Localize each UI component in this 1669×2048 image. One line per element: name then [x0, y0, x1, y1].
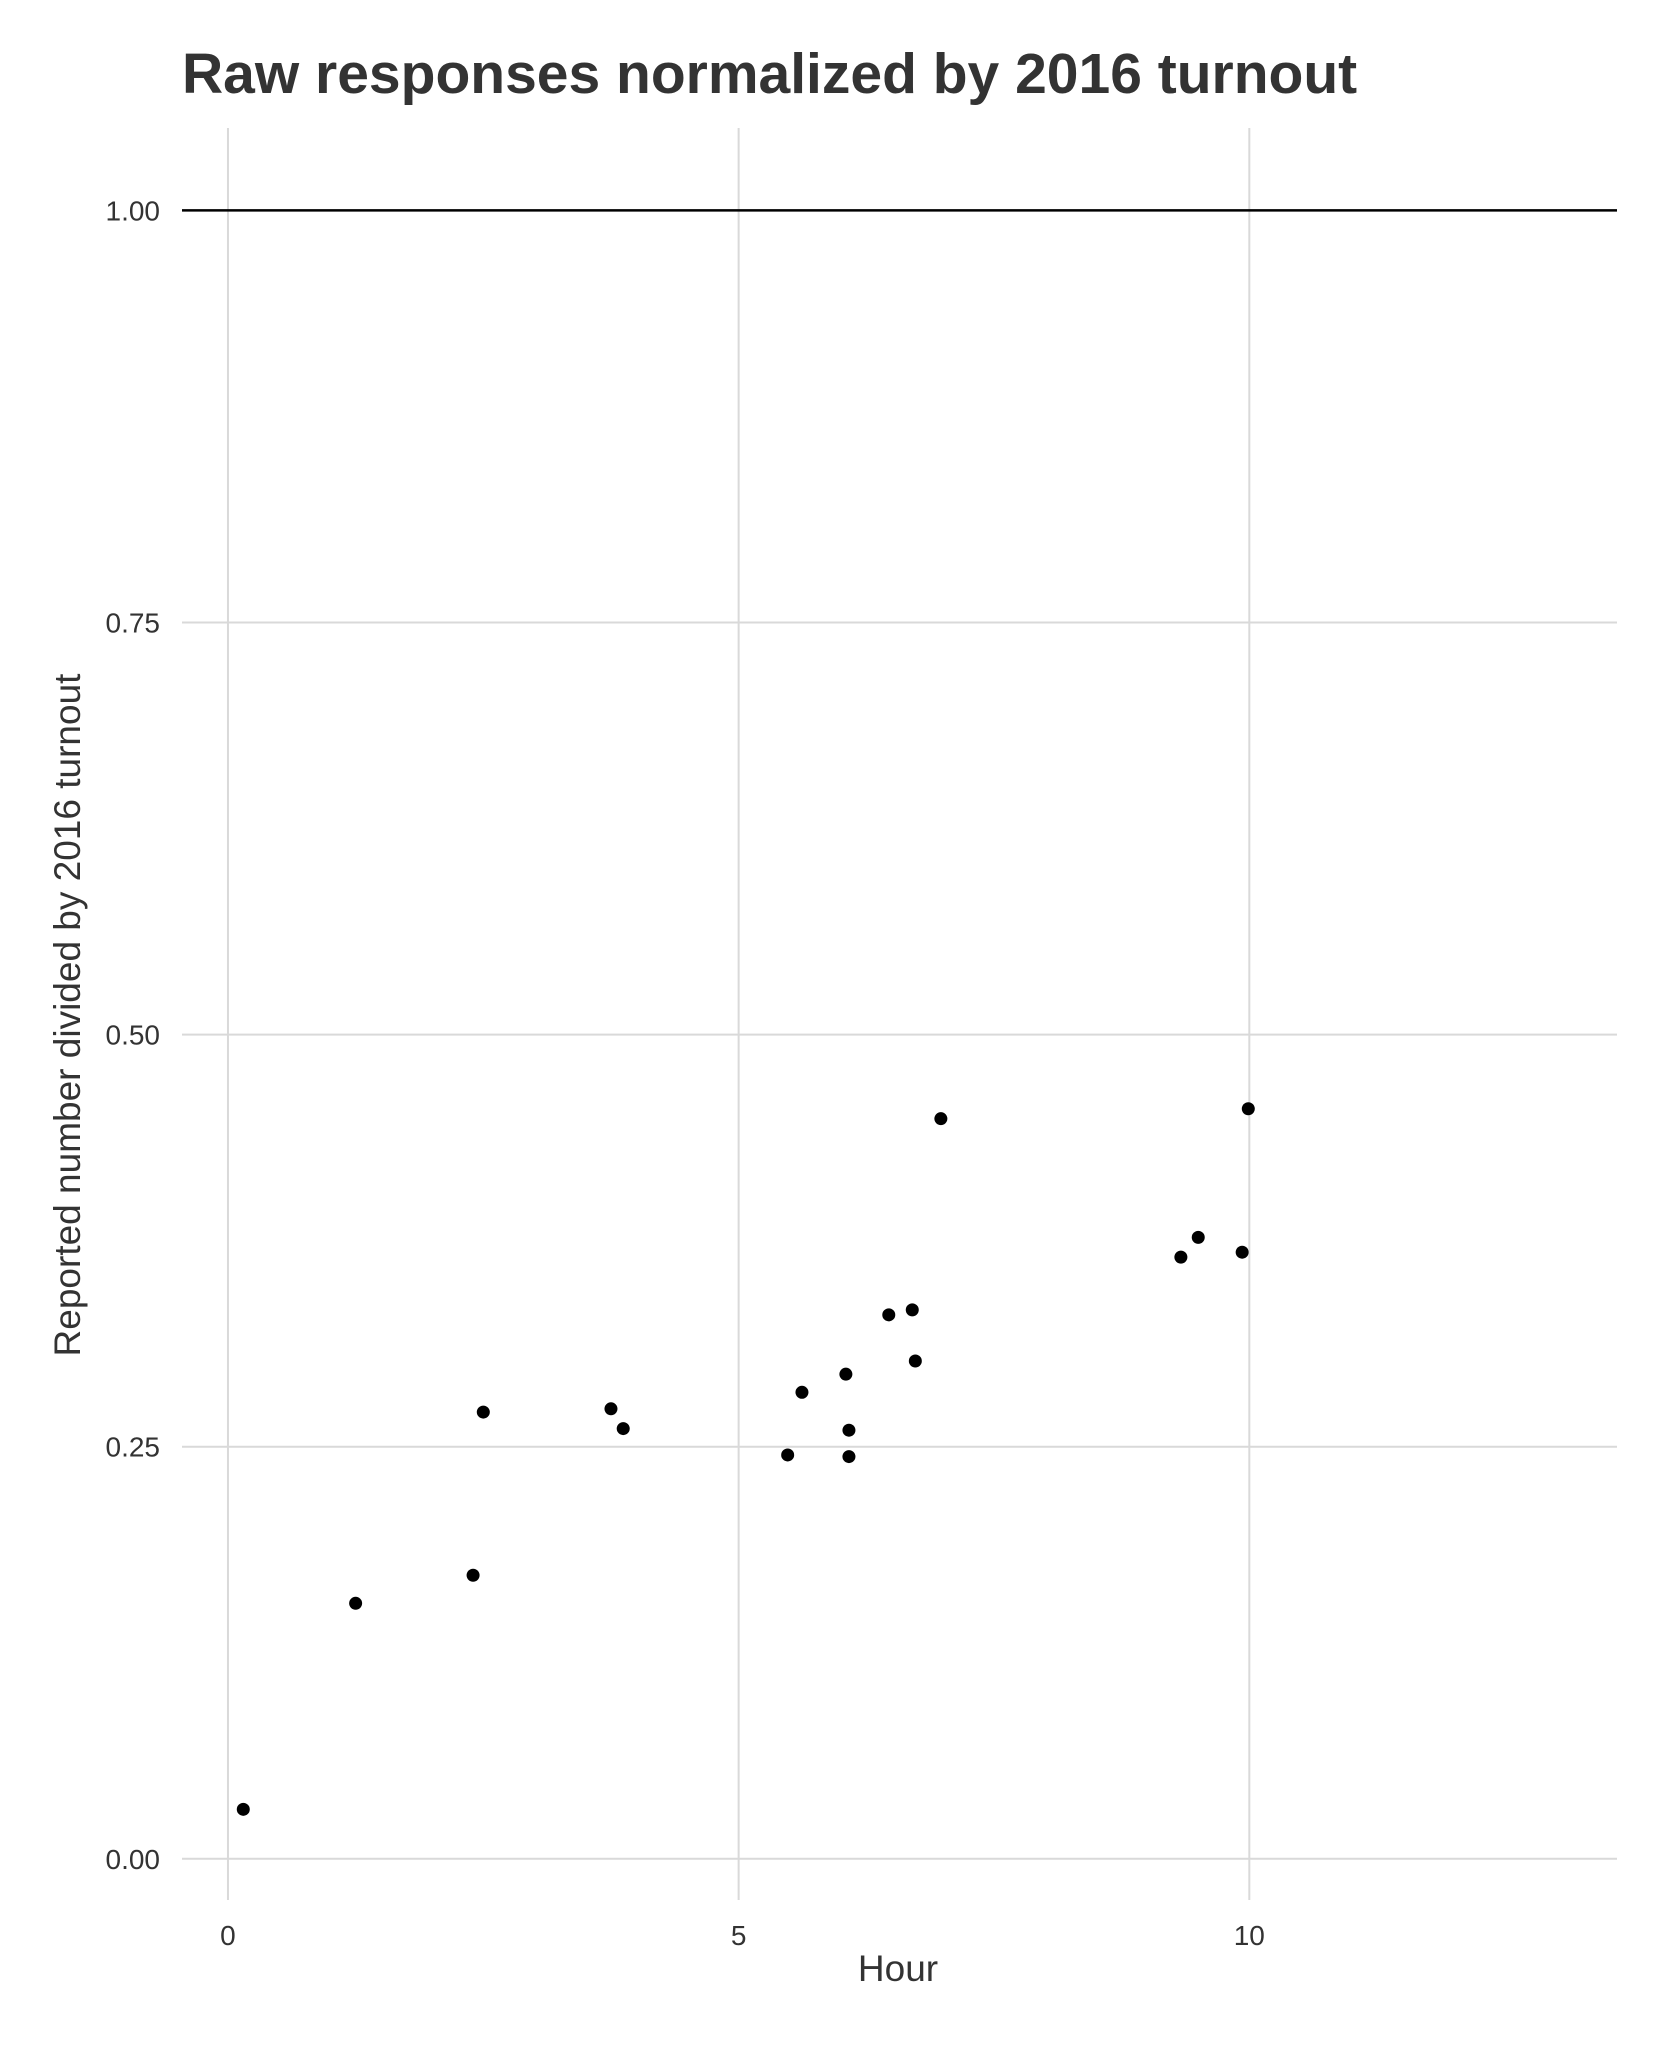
y-tick-label: 1.00 — [106, 195, 161, 226]
y-tick-label: 0.75 — [106, 608, 161, 639]
data-point — [934, 1112, 948, 1126]
data-point — [795, 1385, 809, 1399]
data-point — [842, 1423, 856, 1437]
data-point — [839, 1367, 853, 1381]
data-point — [604, 1402, 618, 1416]
data-point — [1191, 1230, 1205, 1244]
data-point — [1174, 1250, 1188, 1264]
data-points — [236, 1102, 1255, 1816]
x-tick-label: 0 — [220, 1920, 236, 1951]
data-point — [908, 1354, 922, 1368]
data-point — [905, 1303, 919, 1317]
data-point — [476, 1405, 490, 1419]
x-tick-label: 10 — [1234, 1920, 1265, 1951]
data-point — [842, 1450, 856, 1464]
y-axis-title: Reported number divided by 2016 turnout — [47, 673, 88, 1357]
chart-title: Raw responses normalized by 2016 turnout — [182, 42, 1357, 106]
data-point — [236, 1802, 250, 1816]
y-tick-label: 0.50 — [106, 1020, 161, 1051]
x-axis-ticks: 0 5 10 — [220, 1920, 1265, 1951]
y-axis-ticks: 0.00 0.25 0.50 0.75 1.00 — [106, 195, 161, 1874]
grid-lines — [182, 128, 1617, 1900]
data-point — [1241, 1102, 1255, 1116]
data-point — [1235, 1245, 1249, 1259]
x-axis-title: Hour — [858, 1948, 938, 1989]
data-point — [349, 1596, 363, 1610]
y-tick-label: 0.25 — [106, 1432, 161, 1463]
x-tick-label: 5 — [731, 1920, 747, 1951]
data-point — [616, 1422, 630, 1436]
data-point — [466, 1568, 480, 1582]
data-point — [882, 1308, 896, 1322]
y-tick-label: 0.00 — [106, 1844, 161, 1875]
data-point — [781, 1448, 795, 1462]
